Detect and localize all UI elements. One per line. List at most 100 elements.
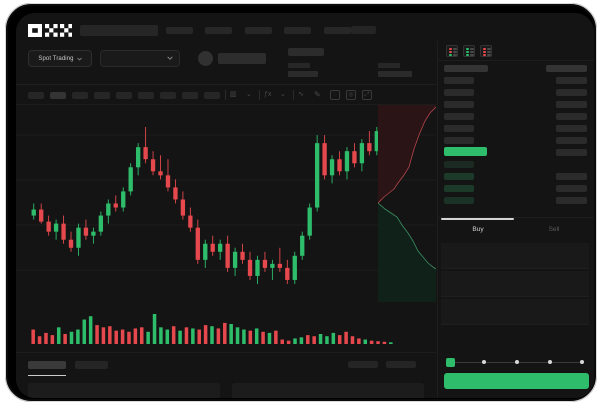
chevron-down-icon (167, 56, 173, 60)
timeframe-button-4[interactable] (116, 92, 132, 99)
ask-row-price-3[interactable] (444, 113, 474, 120)
chart-toolbar: ▥ ⌄ ƒx ⌄ ∿ ✎ ◌ ◎ ⤢ (16, 85, 436, 105)
indicators-icon[interactable]: ƒx (264, 91, 272, 98)
bid-row-price-0[interactable] (444, 161, 474, 168)
orderbook-spread-price (444, 147, 487, 156)
tab-sell[interactable]: Sell (548, 226, 560, 233)
ask-row-price-2[interactable] (444, 101, 474, 108)
ask-row-amount-3[interactable] (556, 113, 587, 120)
percent-node-50[interactable] (515, 360, 519, 364)
ask-row-price-5[interactable] (444, 137, 474, 144)
timeframe-button-2[interactable] (72, 92, 88, 99)
orderbook-view-modes (438, 41, 594, 61)
bottom-action-1[interactable] (386, 361, 416, 368)
bottom-tab-active-underline (28, 375, 66, 376)
right-trading-column: Buy Sell (437, 41, 594, 398)
chevron-down-icon (76, 57, 82, 61)
chevron-down-icon[interactable]: ⌄ (246, 91, 252, 98)
orderbook-mixed-icon[interactable] (446, 45, 458, 57)
nav-item-4[interactable] (324, 27, 351, 34)
volume-chart-area[interactable] (16, 302, 436, 352)
timeframe-button-6[interactable] (160, 92, 176, 99)
ask-row-amount-4[interactable] (556, 125, 587, 132)
bid-row-price-2[interactable] (444, 185, 474, 192)
volume-bar-chart (31, 314, 393, 344)
percent-slider-handle[interactable] (446, 358, 455, 367)
percent-node-100[interactable] (580, 360, 584, 364)
timeframe-button-3[interactable] (94, 92, 110, 99)
order-total-field[interactable] (441, 299, 589, 325)
chevron-down-icon-2[interactable]: ⌄ (280, 91, 286, 98)
bid-row-price-3[interactable] (444, 197, 474, 204)
ask-row-price-0[interactable] (444, 77, 474, 84)
buy-sell-tab-bar: Buy Sell (438, 217, 594, 243)
timeframe-button-5[interactable] (138, 92, 154, 99)
timeframe-button-1[interactable] (50, 92, 66, 99)
orderbook-header-left (444, 65, 488, 72)
ask-row-price-1[interactable] (444, 89, 474, 96)
bottom-tab-0[interactable] (28, 361, 66, 369)
trading-mode-selector[interactable]: Spot Trading (28, 50, 92, 67)
percent-node-25[interactable] (482, 360, 486, 364)
ask-row-amount-5[interactable] (556, 137, 587, 144)
trading-pair-select[interactable] (100, 50, 180, 67)
trading-mode-label: Spot Trading (38, 55, 74, 62)
bottom-tab-1[interactable] (75, 361, 108, 369)
app-screen: Spot Trading (16, 13, 594, 398)
pair-name-label (218, 53, 266, 64)
ask-row-amount-2[interactable] (556, 101, 587, 108)
price-chart-area[interactable] (16, 105, 436, 302)
toolbar-divider-3 (293, 90, 294, 100)
orderbook-asks-icon[interactable] (480, 45, 492, 57)
ask-row-price-4[interactable] (444, 125, 474, 132)
orders-bottom-panel (16, 352, 436, 398)
order-price-field[interactable] (441, 243, 589, 269)
settings-icon[interactable]: ◎ (346, 90, 356, 100)
toolbar-divider-1 (225, 90, 226, 100)
ask-row-amount-6[interactable] (556, 149, 587, 156)
nav-item-account[interactable] (351, 26, 376, 34)
ask-row-amount-1[interactable] (556, 89, 587, 96)
tab-buy[interactable]: Buy (472, 226, 484, 233)
volume-series (31, 314, 393, 344)
top-navigation-bar (16, 13, 594, 41)
nav-item-1[interactable] (205, 27, 232, 34)
submit-buy-button[interactable] (444, 373, 589, 389)
bid-row-amount-3[interactable] (556, 197, 587, 204)
bid-row-amount-1[interactable] (556, 173, 587, 180)
bid-row-price-1[interactable] (444, 173, 474, 180)
nav-item-0[interactable] (166, 27, 193, 34)
toolbar-divider-2 (259, 90, 260, 100)
ask-row-amount-0[interactable] (556, 77, 587, 84)
orderbook[interactable] (438, 61, 594, 216)
orderbook-header-right (546, 65, 587, 72)
timeframe-button-8[interactable] (204, 92, 220, 99)
timeframe-button-7[interactable] (182, 92, 198, 99)
candle-series (31, 123, 387, 284)
depth-ask-area (378, 105, 436, 203)
orderbook-bids-icon[interactable] (463, 45, 475, 57)
tablet-device-frame: Spot Trading (5, 3, 597, 402)
depth-chart-overlay (378, 105, 436, 302)
fullscreen-icon[interactable]: ⤢ (362, 90, 372, 100)
order-amount-field[interactable] (441, 271, 589, 297)
bottom-action-0[interactable] (348, 361, 378, 368)
last-price-value (288, 48, 324, 56)
depth-bid-area (378, 203, 436, 302)
depth-bid-line (378, 202, 436, 270)
bottom-card-1 (232, 383, 424, 398)
percent-slider[interactable] (446, 358, 588, 367)
order-entry-form (438, 243, 594, 353)
pencil-icon[interactable]: ✎ (314, 90, 321, 99)
nav-item-3[interactable] (284, 27, 311, 34)
chart-type-icon[interactable]: ▥ (230, 91, 237, 98)
camera-icon[interactable]: ◌ (330, 90, 340, 100)
okx-logo-icon[interactable] (28, 24, 72, 37)
nav-item-2[interactable] (245, 27, 272, 34)
bid-row-amount-2[interactable] (556, 185, 587, 192)
timeframe-button-0[interactable] (28, 92, 44, 99)
depth-ask-line (378, 106, 436, 204)
percent-node-75[interactable] (548, 360, 552, 364)
search-input[interactable] (80, 25, 158, 36)
line-tool-icon[interactable]: ∿ (298, 91, 304, 98)
